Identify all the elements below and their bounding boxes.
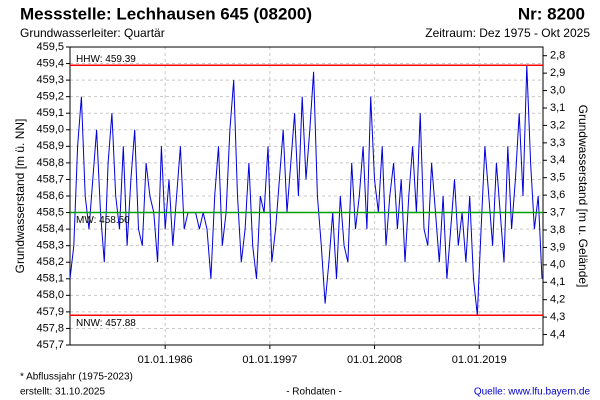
y2-tick-label: 3,7: [550, 206, 565, 218]
y2-tick-label: 4,4: [550, 328, 565, 340]
y2-tick-label: 3,9: [550, 241, 565, 253]
period: Zeitraum: Dez 1975 - Okt 2025: [425, 26, 590, 40]
y2-tick-label: 3,6: [550, 189, 565, 201]
y2-axis-label: Grundwasserstand [m u. Gelände]: [576, 105, 590, 288]
y2-tick-label: 3,5: [550, 172, 565, 184]
y2-tick-label: 3,1: [550, 102, 565, 114]
y-tick-label: 458,0: [36, 289, 64, 301]
y-tick-label: 458,3: [36, 240, 64, 252]
y-tick-label: 457,9: [36, 306, 64, 318]
y-tick-label: 457,8: [36, 322, 64, 334]
y-tick-label: 458,4: [36, 223, 64, 235]
plot-frame: [69, 46, 544, 346]
y2-tick-label: 4,0: [550, 259, 565, 271]
station-number: Nr: 8200: [518, 4, 585, 23]
y2-tick-label: 4,1: [550, 276, 565, 288]
y2-tick-label: 3,8: [550, 224, 565, 236]
x-tick-label: 01.01.1997: [242, 354, 297, 366]
raw-data-note: - Rohdaten -: [286, 387, 342, 398]
y2-tick-label: 3,4: [550, 154, 565, 166]
x-tick-label: 01.01.2008: [347, 354, 402, 366]
y-tick-label: 458,7: [36, 173, 64, 185]
footnote: * Abflussjahr (1975-2023): [20, 372, 133, 383]
y-tick-label: 457,7: [36, 339, 64, 351]
x-tick-label: 01.01.2019: [452, 354, 507, 366]
y-tick-label: 458,6: [36, 190, 64, 202]
y2-tick-label: 4,3: [550, 311, 565, 323]
y-tick-label: 459,1: [36, 107, 64, 119]
y2-tick-label: 2,8: [550, 50, 565, 62]
x-tick-label: 01.01.1986: [138, 354, 193, 366]
y2-tick-label: 3,2: [550, 119, 565, 131]
y2-tick-label: 4,2: [550, 294, 565, 306]
y-tick-label: 459,0: [36, 124, 64, 136]
subtitle: Grundwasserleiter: Quartär: [20, 26, 165, 40]
y-tick-label: 458,8: [36, 157, 64, 169]
y-tick-label: 458,5: [36, 206, 64, 218]
source: Quelle: www.lfu.bayern.de: [474, 387, 591, 398]
y-tick-label: 458,9: [36, 140, 64, 152]
y-tick-label: 458,1: [36, 273, 64, 285]
data-line: [69, 65, 543, 316]
y2-tick-label: 2,9: [550, 67, 565, 79]
reference-label: MW: 458.50: [76, 215, 130, 226]
reference-label: HHW: 459.39: [76, 54, 136, 65]
y2-tick-label: 3,0: [550, 84, 565, 96]
reference-label: NNW: 457.88: [76, 318, 136, 329]
y-axis-label: Grundwasserstand [m ü. NN]: [13, 119, 27, 274]
y2-tick-label: 3,3: [550, 137, 565, 149]
created-date: erstellt: 31.10.2025: [20, 387, 105, 398]
y-tick-label: 459,4: [36, 57, 64, 69]
chart-title: Messstelle: Lechhausen 645 (08200): [20, 4, 312, 23]
y-tick-label: 459,3: [36, 74, 64, 86]
y-tick-label: 458,2: [36, 256, 64, 268]
y-tick-label: 459,2: [36, 91, 64, 103]
y-tick-label: 459,5: [36, 41, 64, 53]
